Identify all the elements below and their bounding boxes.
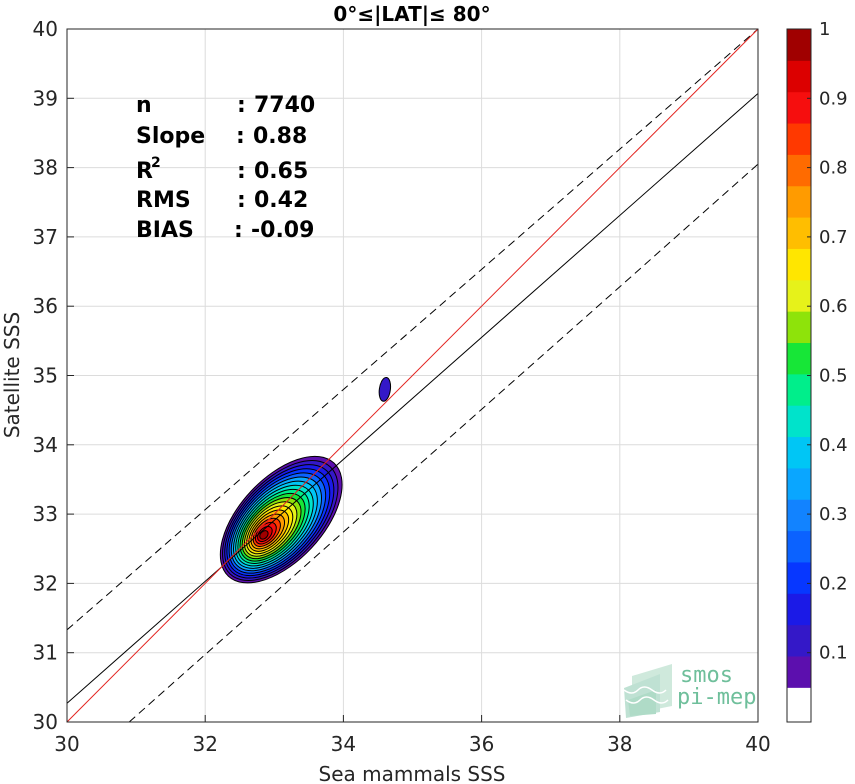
colorbar-segment	[787, 154, 811, 187]
colorbar-tick-label: 0.8	[819, 158, 848, 179]
y-axis-label: Satellite SSS	[0, 312, 24, 438]
colorbar-tick-label: 0.5	[819, 366, 848, 387]
logo-text-smos: smos	[680, 663, 733, 688]
colorbar-segment	[787, 687, 811, 723]
smos-pimep-logo: smos pi-mep	[623, 663, 756, 718]
stat-separator: :	[236, 124, 245, 149]
colorbar	[787, 29, 811, 723]
colorbar-tick-label: 0.6	[819, 296, 848, 317]
stat-label: RMS	[136, 188, 191, 213]
colorbar-segment	[787, 499, 811, 532]
colorbar-segment	[787, 373, 811, 406]
colorbar-tick-label: 0.7	[819, 227, 848, 248]
y-tick-label: 40	[33, 17, 58, 41]
x-axis-label: Sea mammals SSS	[319, 762, 506, 784]
x-tick-label: 38	[607, 732, 632, 756]
y-tick-label: 31	[33, 641, 58, 665]
secondary-density-contour	[378, 376, 392, 402]
colorbar-segment	[787, 29, 811, 61]
x-tick-label: 36	[469, 732, 494, 756]
colorbar-segment	[787, 60, 811, 93]
x-tick-label: 32	[192, 732, 217, 756]
chart-title: 0°≤|LAT|≤ 80°	[333, 2, 490, 26]
density-contour	[259, 530, 269, 540]
colorbar-tick-label: 0.2	[819, 573, 848, 594]
x-tick-label: 30	[54, 732, 79, 756]
colorbar-segment	[787, 561, 811, 594]
upper-bound-line	[67, 29, 758, 631]
logo-text-pimep: pi-mep	[677, 685, 756, 710]
stat-value: -0.09	[251, 218, 314, 243]
colorbar-tick-label: 0.9	[819, 88, 848, 109]
y-tick-label: 37	[33, 225, 58, 249]
stat-value: 0.88	[253, 124, 307, 149]
stat-separator: :	[237, 188, 246, 213]
colorbar-segment	[787, 656, 811, 688]
logo-wave-icon	[623, 664, 672, 718]
one-to-one-line	[67, 29, 758, 722]
colorbar-segment	[787, 311, 811, 343]
grid-lines	[66, 28, 759, 723]
stat-separator: :	[237, 93, 246, 118]
colorbar-segment	[787, 91, 811, 124]
stat-label-superscript: 2	[151, 155, 161, 171]
colorbar-tick-label: 1	[819, 19, 830, 40]
colorbar-segment	[787, 248, 811, 281]
reference-lines	[67, 29, 758, 722]
colorbar-tick-label: 0.1	[819, 643, 848, 664]
x-tick-label: 40	[745, 732, 770, 756]
regression-line	[67, 93, 758, 704]
stat-value: 7740	[254, 93, 315, 118]
y-tick-label: 32	[33, 571, 58, 595]
y-tick-label: 38	[33, 156, 58, 180]
colorbar-segment	[787, 185, 811, 218]
colorbar-segment	[787, 530, 811, 563]
lower-bound-line	[128, 163, 758, 722]
colorbar-segment	[787, 279, 811, 312]
colorbar-segment	[787, 436, 811, 469]
colorbar-segment	[787, 467, 811, 500]
colorbar-segment	[787, 217, 811, 249]
stat-label: Slope	[136, 124, 205, 149]
x-tick-label: 34	[331, 732, 356, 756]
colorbar-segment	[787, 342, 811, 375]
x-axis-ticks: 30 32 34 36 38 40	[54, 715, 771, 756]
colorbar-segment	[787, 405, 811, 438]
stat-separator: :	[237, 159, 246, 184]
stat-label: n	[136, 93, 152, 118]
colorbar-segment	[787, 123, 811, 155]
stat-label: BIAS	[136, 218, 194, 243]
density-contours	[219, 376, 392, 584]
y-tick-label: 33	[33, 502, 58, 526]
colorbar-tick-label: 0.4	[819, 435, 848, 456]
colorbar-segment	[787, 624, 811, 657]
colorbar-segment	[787, 593, 811, 626]
colorbar-tick-label: 0.3	[819, 504, 848, 525]
colorbar-ticks: 0.1 0.2 0.3 0.4 0.5 0.6 0.7 0.8 0.9 1	[807, 19, 848, 664]
y-tick-label: 34	[33, 433, 58, 457]
y-axis-ticks: 30 31 32 33 34 35 36 37 38 39 40	[33, 17, 74, 734]
y-tick-label: 36	[33, 294, 58, 318]
y-tick-label: 35	[33, 364, 58, 388]
stat-value: 0.42	[254, 188, 308, 213]
stat-value: 0.65	[254, 159, 308, 184]
stat-separator: :	[234, 218, 243, 243]
y-tick-label: 30	[33, 710, 58, 734]
y-tick-label: 39	[33, 86, 58, 110]
stat-label: R	[136, 159, 153, 184]
